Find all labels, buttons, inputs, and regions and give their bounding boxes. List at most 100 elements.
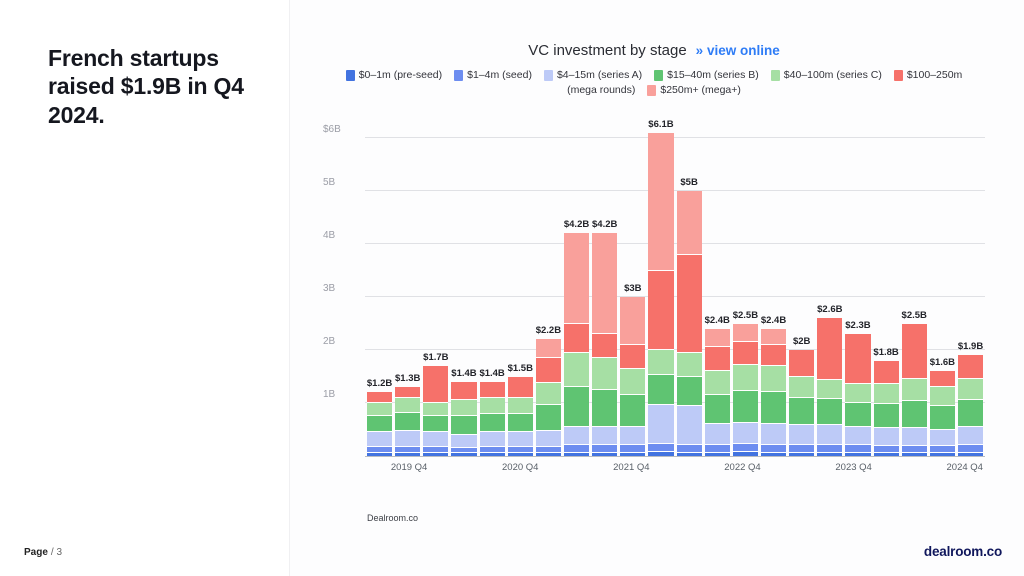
segment-pre-seed xyxy=(395,453,421,456)
headline: French startups raised $1.9B in Q4 2024. xyxy=(48,45,244,128)
segment-series-c xyxy=(423,403,449,417)
gridline xyxy=(365,137,985,138)
view-online-link[interactable]: » view online xyxy=(696,43,780,58)
bar-2022-q2: $5B xyxy=(676,116,702,456)
bar-value-label: $1.6B xyxy=(929,357,956,369)
segment-mega-rounds xyxy=(563,323,590,353)
segment-series-b xyxy=(648,375,674,405)
x-axis-spacer xyxy=(676,462,697,473)
segment-mega-rounds xyxy=(676,254,702,353)
x-axis-label: 2023 Q4 xyxy=(835,462,872,473)
y-axis-label: $6B xyxy=(323,124,341,135)
bar-2022-q3: $2.4B xyxy=(705,116,730,456)
segment-series-a xyxy=(507,432,533,447)
segment-series-b xyxy=(451,416,477,435)
segment-mega-plus xyxy=(760,328,787,345)
segment-pre-seed xyxy=(676,452,702,456)
segment-series-a xyxy=(929,429,955,447)
segment-mega-rounds xyxy=(845,334,871,385)
segment-pre-seed xyxy=(901,453,927,456)
segment-mega-rounds xyxy=(817,318,843,381)
segment-series-c xyxy=(620,368,646,396)
segment-series-c xyxy=(845,384,871,404)
x-axis-spacer xyxy=(812,462,833,473)
segment-series-b xyxy=(395,412,421,432)
page-number: Page/ 3 xyxy=(24,547,62,558)
legend-label: $100–250m xyxy=(906,69,963,81)
segment-series-c xyxy=(395,397,421,413)
segment-seed xyxy=(451,448,477,454)
segment-pre-seed xyxy=(451,453,477,456)
segment-mega-rounds xyxy=(929,371,955,388)
bar-2020-q4: $1.5B xyxy=(508,116,533,456)
x-axis-label: 2024 Q4 xyxy=(946,462,983,473)
segment-pre-seed xyxy=(957,452,984,456)
segment-seed xyxy=(367,447,393,454)
segment-series-b xyxy=(845,403,871,427)
legend-item: $0–1m (pre-seed) xyxy=(345,69,442,81)
plot-area: $6B 5B 4B 3B 2B 1B $1.2B $1.3B $1.7B $1.4B $1.4B $1… xyxy=(323,116,985,457)
bar-2023-q2: $2B xyxy=(789,116,815,456)
segment-series-c xyxy=(873,384,899,405)
segment-pre-seed xyxy=(760,452,787,456)
x-axis-spacer xyxy=(788,462,809,473)
segment-seed xyxy=(423,447,449,454)
segment-seed xyxy=(760,445,787,453)
segment-seed xyxy=(563,445,590,453)
segment-mega-rounds xyxy=(367,392,393,404)
segment-mega-rounds xyxy=(732,342,758,365)
segment-series-a xyxy=(423,432,449,447)
segment-mega-rounds xyxy=(789,350,815,377)
segment-seed xyxy=(845,445,871,453)
x-axis-label: 2019 Q4 xyxy=(390,462,428,473)
x-axis-spacer xyxy=(565,462,586,473)
legend-row: (mega rounds) $250m+ (mega+) xyxy=(567,84,741,96)
segment-series-a xyxy=(760,424,787,446)
segment-series-c xyxy=(817,380,843,399)
segment-pre-seed xyxy=(535,453,561,456)
segment-series-c xyxy=(789,376,815,398)
segment-series-c xyxy=(704,371,730,396)
segment-series-b xyxy=(563,387,590,427)
bar-2024-q2: $2.5B xyxy=(902,116,927,456)
x-axis-label: 2021 Q4 xyxy=(613,462,650,473)
legend-swatch xyxy=(893,69,903,81)
segment-mega-rounds xyxy=(704,347,730,372)
bar-value-label: $2.3B xyxy=(845,320,871,332)
legend-swatch xyxy=(654,69,664,81)
segment-mega-plus xyxy=(620,297,646,345)
bar-2023-q4: $2.3B xyxy=(845,116,871,456)
page-label: Page xyxy=(24,547,48,558)
segment-series-c xyxy=(451,400,477,417)
segment-series-c xyxy=(957,379,984,401)
segment-mega-plus xyxy=(563,233,590,324)
gridline xyxy=(365,349,985,350)
chart-panel: VC investment by stage » view online $0–… xyxy=(290,0,1024,576)
segment-mega-rounds xyxy=(901,323,927,380)
segment-pre-seed xyxy=(592,452,618,456)
legend-label: $4–15m (series A) xyxy=(556,69,643,81)
segment-series-b xyxy=(760,392,787,425)
bar-2024-q4: $1.9B xyxy=(958,116,983,456)
segment-series-a xyxy=(789,425,815,446)
segment-mega-rounds xyxy=(423,365,449,404)
segment-series-a xyxy=(367,432,393,447)
chevrons-right-icon: » xyxy=(695,43,704,58)
segment-seed xyxy=(620,445,646,453)
segment-mega-plus xyxy=(592,233,618,335)
bar-value-label: $2.2B xyxy=(535,325,562,337)
bar-value-label: $1.3B xyxy=(395,373,421,385)
legend-item: $1–4m (seed) xyxy=(454,69,532,81)
legend-swatch xyxy=(345,69,355,81)
bar-value-label: $2.6B xyxy=(817,304,843,316)
bar-value-label: $3B xyxy=(624,283,642,294)
legend-label: $40–100m (series C) xyxy=(783,69,882,81)
legend-swatch xyxy=(647,84,657,96)
legend-label: (mega rounds) xyxy=(567,84,636,96)
segment-series-b xyxy=(676,376,702,406)
segment-series-c xyxy=(901,379,927,402)
segment-seed xyxy=(592,445,618,453)
segment-pre-seed xyxy=(845,452,871,456)
bar-2019-q4: $1.3B xyxy=(395,116,420,456)
